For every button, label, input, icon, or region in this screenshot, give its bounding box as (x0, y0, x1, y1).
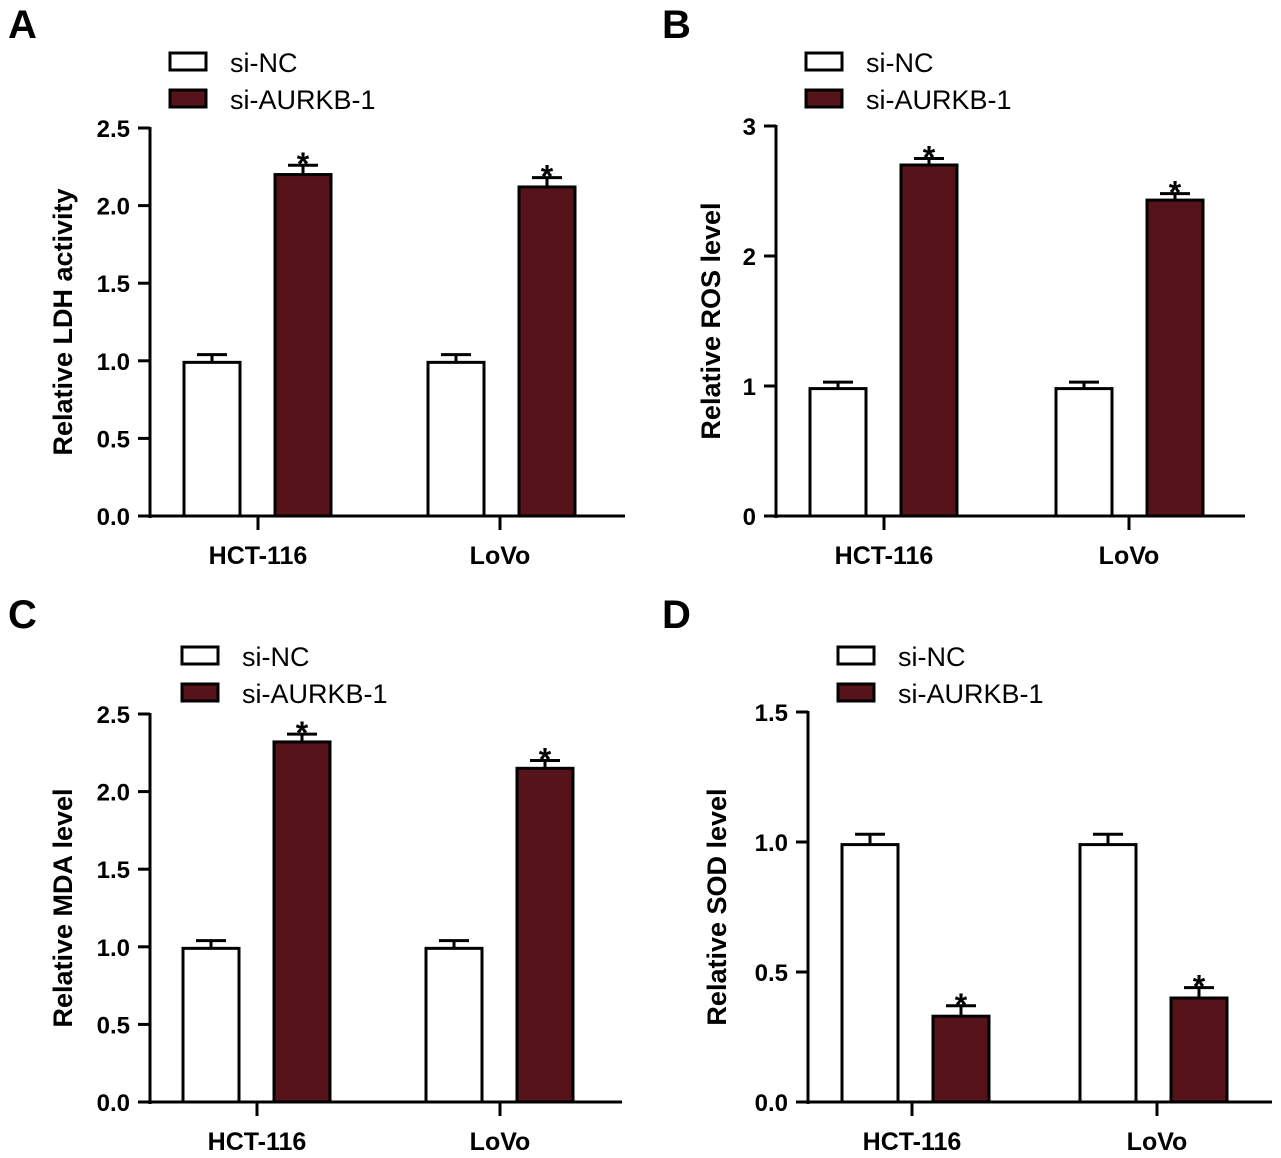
legend-swatch-si-aurkb-1 (168, 88, 208, 109)
panel-b: Bsi-NC si-AURKB-1 0 1 2 3 Relative ROS level HC… (662, 3, 1245, 570)
bar-si-aurkb-1 (931, 1014, 991, 1104)
y-tick-label: 0.0 (97, 1090, 130, 1117)
x-category-label: LoVo (470, 1128, 531, 1156)
legend-label: si-NC (230, 48, 298, 78)
significance-star: * (1193, 969, 1206, 1005)
legend-swatch-si-nc (168, 51, 208, 72)
x-category-label: HCT-116 (863, 1128, 962, 1156)
legend-label: si-AURKB-1 (866, 85, 1012, 115)
y-tick-label: 0.0 (97, 504, 130, 531)
x-category-label: HCT-116 (209, 542, 308, 570)
legend-swatch-si-aurkb-1 (180, 682, 220, 703)
panel-letter: A (8, 3, 37, 47)
panel-letter: C (8, 593, 37, 637)
x-category-label: HCT-116 (835, 542, 934, 570)
legend-swatch-si-nc (836, 645, 876, 666)
bar-si-nc (1054, 387, 1114, 518)
legend: si-NC si-AURKB-1 (180, 642, 388, 709)
significance-star: * (296, 715, 309, 751)
y-tick-label: 2.0 (97, 194, 130, 221)
x-category-label: LoVo (1127, 1128, 1188, 1156)
y-tick-label: 2.5 (97, 702, 130, 729)
legend-swatch-si-nc (180, 645, 220, 666)
bar-si-nc (181, 946, 241, 1104)
legend-label: si-NC (866, 48, 934, 78)
bar-si-nc (1078, 843, 1138, 1104)
bar-si-nc (840, 843, 900, 1104)
y-tick-label: 0 (743, 504, 756, 531)
y-tick-label: 0.5 (97, 426, 130, 453)
significance-star: * (923, 140, 936, 176)
legend-label: si-NC (898, 642, 966, 672)
y-axis-title: Relative MDA level (48, 788, 78, 1027)
legend-label: si-NC (242, 642, 310, 672)
legend: si-NC si-AURKB-1 (168, 48, 376, 115)
y-tick-label: 1.5 (755, 700, 788, 727)
panel-c: Csi-NC si-AURKB-1 0.0 0.5 1.0 1.5 2.0 2.5 Relati… (8, 593, 622, 1156)
legend-swatch-si-nc (804, 51, 844, 72)
bar-si-aurkb-1 (899, 163, 959, 518)
x-category-label: LoVo (1099, 542, 1160, 570)
y-tick-label: 2.5 (97, 116, 130, 143)
legend-label: si-AURKB-1 (230, 85, 376, 115)
y-tick-label: 2.0 (97, 780, 130, 807)
y-tick-label: 1.5 (97, 271, 130, 298)
y-axis-title: Relative ROS level (696, 202, 726, 439)
panel-d: Dsi-NC si-AURKB-1 0.0 0.5 1.0 1.5 Relative SOD… (662, 593, 1272, 1156)
legend-label: si-AURKB-1 (898, 679, 1044, 709)
legend-swatch-si-aurkb-1 (836, 682, 876, 703)
bar-si-aurkb-1 (1169, 996, 1229, 1104)
y-axis-title: Relative SOD level (702, 788, 732, 1025)
legend: si-NC si-AURKB-1 (836, 642, 1044, 709)
bar-si-aurkb-1 (517, 185, 577, 518)
significance-star: * (1169, 175, 1182, 211)
bar-si-aurkb-1 (272, 740, 332, 1104)
y-tick-label: 1.5 (97, 857, 130, 884)
bar-si-aurkb-1 (515, 766, 575, 1104)
significance-star: * (955, 987, 968, 1023)
y-tick-label: 0.5 (97, 1012, 130, 1039)
x-category-label: LoVo (470, 542, 531, 570)
bar-si-aurkb-1 (273, 173, 333, 518)
significance-star: * (541, 159, 554, 195)
y-tick-label: 1.0 (97, 935, 130, 962)
y-tick-label: 1.0 (755, 830, 788, 857)
legend: si-NC si-AURKB-1 (804, 48, 1012, 115)
bar-si-nc (426, 360, 486, 518)
bar-si-nc (808, 387, 868, 518)
panel-a: Asi-NC si-AURKB-1 0.0 0.5 1.0 1.5 2.0 2.5 Relati… (8, 3, 625, 570)
panel-letter: D (662, 593, 691, 637)
significance-star: * (297, 146, 310, 182)
bar-si-nc (424, 946, 484, 1104)
bar-si-aurkb-1 (1145, 198, 1205, 518)
y-tick-label: 2 (743, 244, 756, 271)
y-axis-title: Relative LDH activity (48, 188, 78, 455)
y-tick-label: 1 (743, 374, 756, 401)
x-category-label: HCT-116 (208, 1128, 307, 1156)
panel-letter: B (662, 3, 691, 47)
y-tick-label: 3 (743, 114, 756, 141)
bar-si-nc (182, 360, 242, 518)
y-tick-label: 1.0 (97, 349, 130, 376)
y-tick-label: 0.0 (755, 1090, 788, 1117)
legend-swatch-si-aurkb-1 (804, 88, 844, 109)
significance-star: * (539, 742, 552, 778)
y-tick-label: 0.5 (755, 960, 788, 987)
legend-label: si-AURKB-1 (242, 679, 388, 709)
